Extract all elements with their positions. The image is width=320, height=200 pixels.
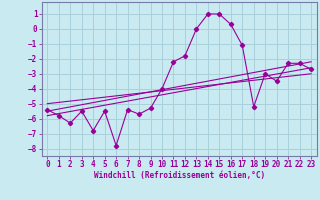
X-axis label: Windchill (Refroidissement éolien,°C): Windchill (Refroidissement éolien,°C)	[94, 171, 265, 180]
